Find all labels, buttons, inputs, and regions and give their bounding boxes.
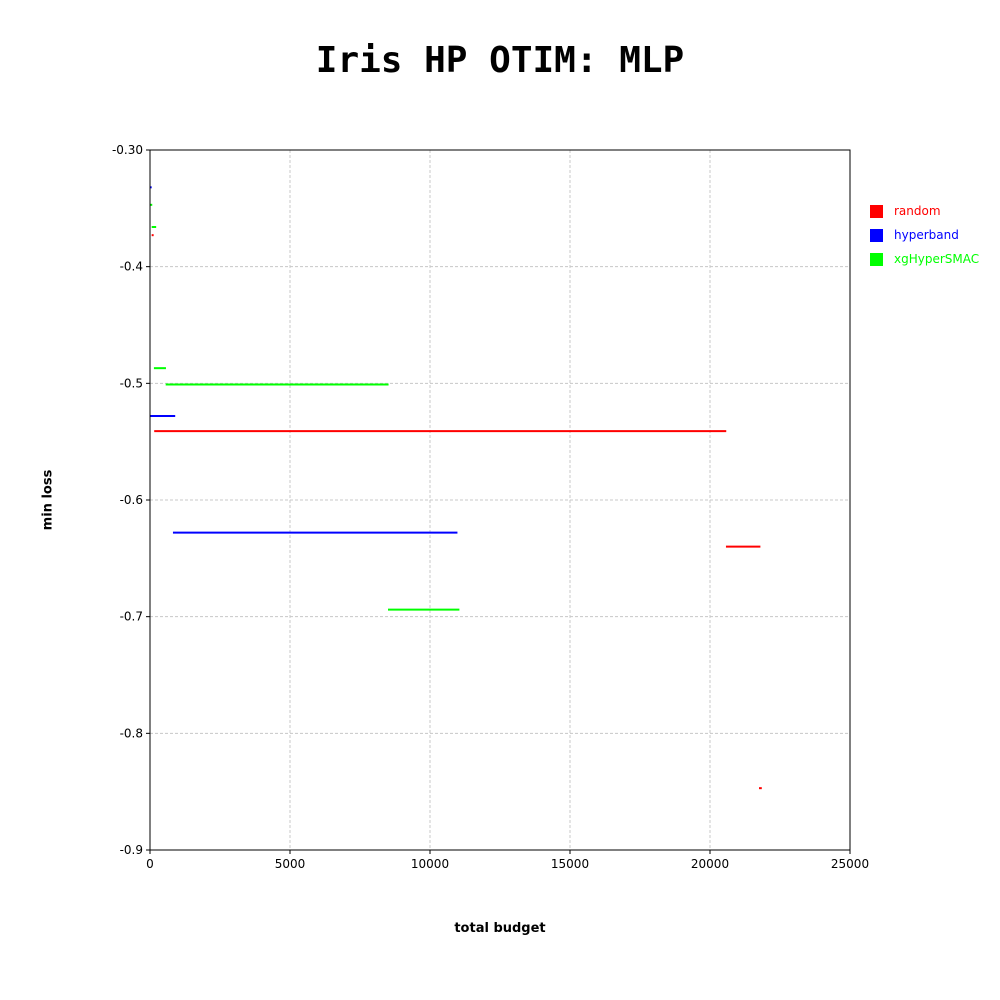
legend-item-hyperband: hyperband — [870, 223, 995, 247]
y-tick-label: -0.6 — [120, 493, 143, 507]
x-tick-label: 0 — [146, 857, 154, 871]
y-tick-label: -0.5 — [120, 376, 143, 390]
legend-label-random: random — [894, 204, 941, 218]
legend-item-random: random — [870, 199, 995, 223]
x-tick-label: 25000 — [831, 857, 869, 871]
x-tick-label: 15000 — [551, 857, 589, 871]
legend-label-hyperband: hyperband — [894, 228, 959, 242]
y-tick-label: -0.9 — [120, 843, 143, 857]
y-tick-label: -0.7 — [120, 610, 143, 624]
legend-swatch-random — [870, 204, 883, 218]
legend-swatch-xghypersmac — [870, 252, 883, 266]
x-tick-label: 5000 — [275, 857, 306, 871]
legend-swatch-hyperband — [870, 228, 883, 242]
chart-title: Iris HP OTIM: MLP — [315, 40, 685, 81]
x-tick-label: 10000 — [411, 857, 449, 871]
legend: random hyperband xgHyperSMAC — [870, 199, 995, 271]
y-tick-label: -0.30 — [112, 143, 143, 157]
tick-layer: 0 5000 10000 15000 20000 25000 -0.30 -0.4 -0.5 -0… — [112, 143, 869, 871]
x-tick-label: 20000 — [691, 857, 729, 871]
legend-label-xghypersmac: xgHyperSMAC — [894, 252, 980, 266]
legend-item-xghypersmac: xgHyperSMAC — [870, 247, 995, 271]
series-layer — [150, 186, 762, 790]
y-tick-label: -0.8 — [120, 726, 143, 740]
x-axis-label: total budget — [454, 921, 546, 936]
grid-layer — [150, 150, 850, 850]
y-tick-label: -0.4 — [120, 260, 143, 274]
